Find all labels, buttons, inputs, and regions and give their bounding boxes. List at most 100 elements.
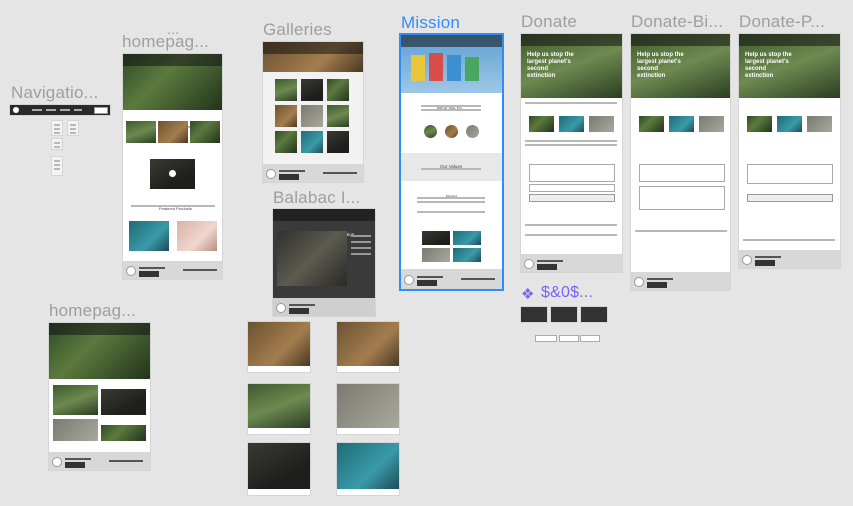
component-variant[interactable] bbox=[521, 307, 547, 322]
frame-label-mission[interactable]: Mission bbox=[401, 13, 461, 32]
subscribe-button bbox=[65, 462, 85, 468]
logo-icon bbox=[126, 266, 136, 276]
text-line bbox=[183, 269, 217, 271]
text-line bbox=[421, 168, 481, 170]
navigation-frame[interactable] bbox=[10, 105, 110, 115]
gallery-thumbnail bbox=[275, 79, 297, 101]
navigation-bar bbox=[521, 34, 622, 46]
component-variant[interactable] bbox=[551, 307, 577, 322]
dropdown-menu-frame[interactable] bbox=[52, 139, 62, 149]
component-input[interactable] bbox=[559, 335, 579, 342]
focus-area-image bbox=[466, 125, 479, 138]
menu-item bbox=[54, 146, 60, 148]
gallery-thumbnail bbox=[327, 79, 349, 101]
donation-image bbox=[589, 116, 614, 132]
carousel-card[interactable] bbox=[337, 384, 399, 434]
text-line bbox=[525, 234, 617, 236]
carousel-card[interactable] bbox=[248, 322, 310, 372]
frame-label-galleries[interactable]: Galleries bbox=[263, 20, 332, 39]
homepage-1-frame[interactable]: Latest News News from the field Featured… bbox=[123, 54, 222, 279]
dropdown-menu-frame[interactable] bbox=[52, 157, 62, 175]
frame-label-donate-bi[interactable]: Donate-Bi... bbox=[631, 12, 724, 31]
carousel-card[interactable] bbox=[248, 384, 310, 434]
press-image bbox=[453, 248, 481, 262]
logo-icon bbox=[742, 255, 752, 265]
donate-submit-button bbox=[529, 194, 615, 202]
carousel-card[interactable] bbox=[337, 443, 399, 495]
text-line bbox=[109, 460, 143, 462]
dropdown-menu-frame[interactable] bbox=[68, 121, 78, 135]
component-input[interactable] bbox=[535, 335, 557, 342]
frame-label-balabac[interactable]: Balabac I... bbox=[273, 188, 361, 207]
frame-label-donate-p[interactable]: Donate-P... bbox=[739, 12, 825, 31]
navigation-bar bbox=[401, 35, 502, 47]
news-card-image bbox=[101, 425, 146, 441]
frame-label-homepage-1[interactable]: homepag... bbox=[122, 32, 210, 51]
text-line bbox=[351, 235, 371, 237]
donation-image bbox=[559, 116, 584, 132]
menu-item bbox=[54, 168, 60, 170]
dropdown-menu-frame[interactable] bbox=[52, 121, 62, 135]
footer bbox=[631, 272, 730, 290]
footer bbox=[521, 254, 622, 272]
news-card-image bbox=[101, 389, 146, 415]
carousel-image bbox=[337, 384, 399, 428]
text-line bbox=[323, 172, 357, 174]
gallery-thumbnail bbox=[327, 105, 349, 127]
text-line bbox=[417, 276, 443, 278]
what-we-do-heading: What We Do bbox=[437, 97, 462, 115]
component-variant[interactable] bbox=[581, 307, 607, 322]
donate-bi-frame[interactable]: Help us stop the largest planet's second… bbox=[631, 34, 730, 290]
text-line bbox=[417, 211, 485, 213]
navigation-bar bbox=[739, 34, 840, 46]
text-line bbox=[635, 230, 727, 232]
menu-item bbox=[70, 124, 76, 126]
footer bbox=[401, 269, 502, 289]
text-line bbox=[279, 170, 305, 172]
text-line bbox=[421, 105, 481, 107]
carousel-card[interactable] bbox=[337, 322, 399, 372]
pay-button bbox=[747, 194, 833, 202]
logo-icon bbox=[266, 169, 276, 179]
text-line bbox=[139, 267, 165, 269]
homepage-2-frame[interactable] bbox=[49, 323, 150, 470]
menu-item bbox=[70, 132, 76, 134]
frame-label-dots[interactable]: ... bbox=[167, 21, 180, 37]
carousel-image bbox=[337, 322, 399, 366]
galleries-frame[interactable] bbox=[263, 42, 363, 182]
hero-object bbox=[429, 53, 443, 81]
text-line bbox=[525, 102, 617, 104]
donation-image bbox=[777, 116, 802, 132]
text-line bbox=[289, 304, 315, 306]
press-image bbox=[422, 231, 450, 245]
logo-icon bbox=[634, 277, 644, 287]
hero-heading: Help us stop the largest planet's second… bbox=[527, 52, 574, 79]
subscribe-button bbox=[647, 282, 667, 288]
logo-icon bbox=[404, 275, 414, 285]
frame-label-homepage-2[interactable]: homepag... bbox=[49, 301, 137, 320]
component-label[interactable]: $&0$... bbox=[541, 284, 594, 301]
text-line bbox=[351, 241, 371, 243]
nav-link bbox=[46, 109, 56, 111]
frame-label-navigation[interactable]: Navigatio... bbox=[11, 83, 99, 102]
hero-heading: Help us stop the largest planet's second… bbox=[637, 52, 684, 79]
news-card-image bbox=[53, 385, 98, 415]
donation-image bbox=[807, 116, 832, 132]
donate-frame[interactable]: Help us stop the largest planet's second… bbox=[521, 34, 622, 272]
values-band bbox=[401, 153, 502, 181]
focus-area-image bbox=[424, 125, 437, 138]
nav-link bbox=[74, 109, 82, 111]
navigation-bar bbox=[123, 54, 222, 66]
mission-frame[interactable]: What We Do Our Values Press bbox=[401, 35, 502, 289]
donate-p-frame[interactable]: Help us stop the largest planet's second… bbox=[739, 34, 840, 268]
frame-label-donate[interactable]: Donate bbox=[521, 12, 578, 31]
balabac-frame[interactable]: Balabac Island Conservation bbox=[273, 209, 375, 316]
donation-image bbox=[639, 116, 664, 132]
carousel-card[interactable] bbox=[248, 443, 310, 495]
component-icon: ❖ bbox=[521, 286, 535, 303]
product-image bbox=[177, 221, 217, 251]
component-input[interactable] bbox=[580, 335, 600, 342]
logo-icon bbox=[13, 107, 19, 113]
donation-form bbox=[639, 164, 725, 182]
